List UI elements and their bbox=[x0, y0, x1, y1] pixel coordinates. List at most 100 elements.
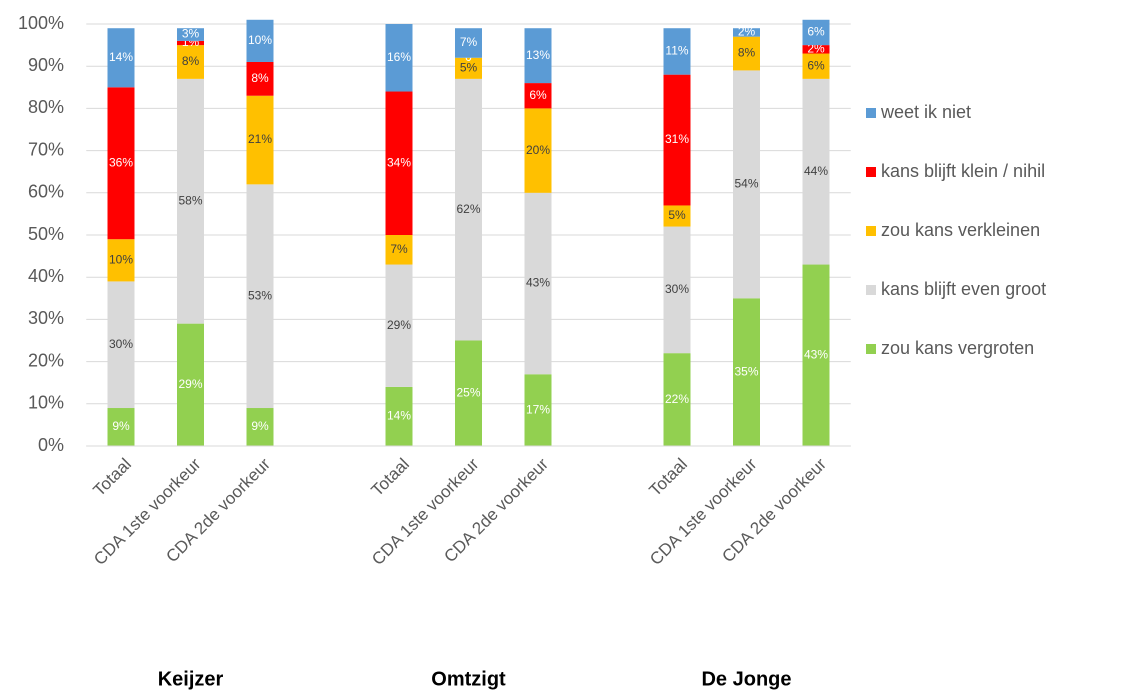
bar-segment bbox=[455, 28, 482, 58]
value-label: 29% bbox=[178, 377, 202, 391]
bar-segment bbox=[802, 78, 830, 265]
value-label: 53% bbox=[248, 288, 272, 302]
bar-segment bbox=[107, 408, 135, 446]
value-label: 6% bbox=[807, 25, 825, 39]
bar-segment bbox=[177, 45, 204, 79]
value-label: 3% bbox=[182, 27, 200, 41]
bar-segment bbox=[663, 353, 691, 446]
y-tick-label: 60% bbox=[28, 182, 64, 202]
legend-label: zou kans verkleinen bbox=[881, 220, 1040, 240]
group-label: Omtzigt bbox=[431, 668, 506, 690]
bar-segment bbox=[802, 53, 830, 79]
bar-segment bbox=[385, 24, 413, 92]
y-tick-label: 70% bbox=[28, 139, 64, 159]
legend-swatch bbox=[866, 226, 876, 236]
value-label: 43% bbox=[804, 347, 828, 361]
value-label: 8% bbox=[251, 71, 269, 85]
value-label: 10% bbox=[248, 33, 272, 47]
value-label: 2% bbox=[738, 25, 756, 39]
bar-segment bbox=[733, 70, 760, 299]
value-label: 17% bbox=[526, 402, 550, 416]
value-label: 7% bbox=[460, 35, 478, 49]
value-label: 62% bbox=[456, 202, 480, 216]
value-label: 8% bbox=[182, 54, 200, 68]
bar-segment bbox=[385, 386, 413, 446]
bar-segment bbox=[733, 28, 760, 37]
value-label: 54% bbox=[734, 177, 758, 191]
value-label: 22% bbox=[665, 392, 689, 406]
y-tick-label: 90% bbox=[28, 55, 64, 75]
value-label: 10% bbox=[109, 252, 133, 266]
bar-segment bbox=[802, 45, 830, 54]
value-label: 31% bbox=[665, 132, 689, 146]
bar-segment bbox=[524, 83, 552, 109]
x-tick-label: Totaal bbox=[367, 455, 413, 501]
bar-segment bbox=[802, 264, 830, 446]
bar-segment bbox=[524, 28, 552, 84]
value-label: 20% bbox=[526, 143, 550, 157]
value-label: 35% bbox=[734, 364, 758, 378]
y-tick-label: 50% bbox=[28, 224, 64, 244]
bar-segment bbox=[246, 61, 274, 96]
bar-segment bbox=[663, 28, 691, 75]
bar-segment bbox=[246, 19, 274, 62]
bar-segment bbox=[524, 374, 552, 446]
y-tick-label: 40% bbox=[28, 266, 64, 286]
y-tick-label: 20% bbox=[28, 350, 64, 370]
value-label: 30% bbox=[665, 282, 689, 296]
value-label: 11% bbox=[665, 44, 688, 58]
value-label: 6% bbox=[529, 88, 547, 102]
value-label: 16% bbox=[387, 50, 411, 64]
bar-segment bbox=[733, 36, 760, 71]
bar-segment bbox=[177, 78, 204, 324]
group-label: Keijzer bbox=[158, 668, 224, 690]
bar-segment bbox=[107, 239, 135, 282]
value-label: 36% bbox=[109, 155, 133, 169]
value-label: 8% bbox=[738, 46, 756, 60]
value-label: 9% bbox=[251, 419, 269, 433]
bar-segment bbox=[663, 205, 691, 227]
bar-segment bbox=[385, 235, 413, 265]
bar-segment bbox=[246, 95, 274, 185]
bar-segment bbox=[524, 108, 552, 193]
value-label: 6% bbox=[807, 58, 825, 72]
legend-label: kans blijft klein / nihil bbox=[881, 161, 1045, 181]
value-label: 43% bbox=[526, 276, 550, 290]
value-label: 58% bbox=[178, 193, 202, 207]
y-tick-label: 80% bbox=[28, 97, 64, 117]
bar-segment bbox=[177, 28, 204, 41]
bar-segment bbox=[802, 19, 830, 46]
value-label: 29% bbox=[387, 318, 411, 332]
bar-segment bbox=[663, 74, 691, 206]
value-label: 25% bbox=[456, 385, 480, 399]
bar-segment bbox=[246, 408, 274, 446]
bar-segment bbox=[107, 28, 135, 88]
value-label: 30% bbox=[109, 337, 133, 351]
y-tick-label: 100% bbox=[18, 13, 64, 33]
bar-segment bbox=[524, 192, 552, 375]
value-label: 5% bbox=[460, 60, 478, 74]
bar-segment bbox=[385, 91, 413, 236]
legend-swatch bbox=[866, 285, 876, 295]
legend-label: zou kans vergroten bbox=[881, 338, 1034, 358]
bar-segment bbox=[455, 57, 482, 79]
legend-swatch bbox=[866, 108, 876, 118]
bar-segment bbox=[385, 264, 413, 387]
y-tick-label: 10% bbox=[28, 393, 64, 413]
y-tick-label: 30% bbox=[28, 308, 64, 328]
legend-swatch bbox=[866, 344, 876, 354]
y-tick-label: 0% bbox=[38, 435, 64, 455]
bar-segment bbox=[455, 78, 482, 341]
bar-segment bbox=[733, 298, 760, 446]
bar-segment bbox=[455, 340, 482, 446]
x-tick-label: Totaal bbox=[89, 455, 135, 501]
bar-segment bbox=[246, 184, 274, 409]
value-label: 14% bbox=[109, 50, 133, 64]
bar-segment bbox=[663, 226, 691, 354]
value-label: 21% bbox=[248, 132, 272, 146]
bar-segment bbox=[107, 281, 135, 409]
x-tick-label: Totaal bbox=[645, 455, 691, 501]
value-label: 13% bbox=[526, 48, 550, 62]
value-label: 5% bbox=[668, 208, 686, 222]
